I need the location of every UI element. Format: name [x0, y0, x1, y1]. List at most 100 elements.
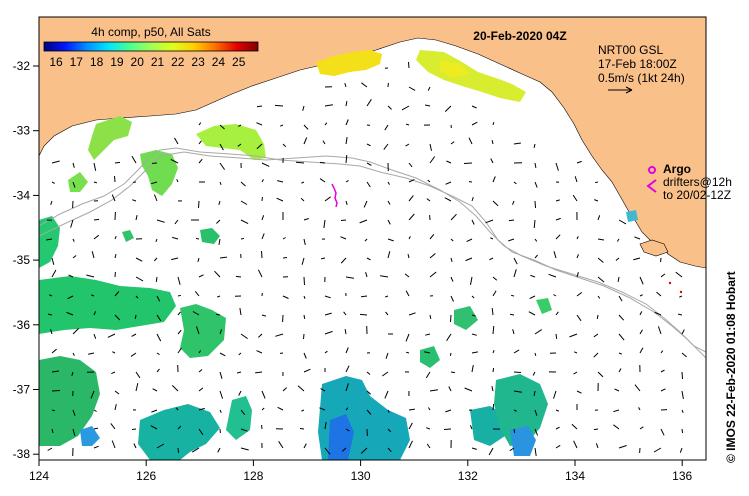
- current-vector: [408, 408, 415, 411]
- current-vector: [303, 333, 305, 340]
- current-vector: [174, 219, 179, 225]
- current-vector: [593, 352, 599, 358]
- current-vector: [471, 365, 474, 373]
- current-vector: [198, 428, 204, 436]
- current-vector: [471, 314, 476, 317]
- current-vector: [471, 447, 477, 450]
- current-vector: [282, 143, 287, 148]
- current-vector: [408, 422, 413, 430]
- current-vector: [363, 200, 368, 208]
- scale-arrow: [608, 86, 633, 94]
- current-vector: [177, 347, 182, 354]
- current-vector: [152, 388, 158, 392]
- current-vector: [597, 295, 601, 299]
- current-vector: [240, 237, 245, 240]
- x-tick-label: 136: [672, 469, 692, 483]
- current-vector: [513, 390, 522, 393]
- current-vector: [508, 238, 515, 242]
- current-vectors: [46, 61, 687, 457]
- current-vector: [151, 181, 158, 185]
- current-vector: [613, 424, 620, 430]
- colorbar-tick-label: 21: [151, 55, 165, 69]
- argo-period: to 20/02-12Z: [663, 188, 731, 202]
- current-vector: [408, 312, 416, 316]
- current-vector: [323, 219, 326, 228]
- current-vector: [387, 238, 394, 242]
- current-vector: [555, 217, 561, 221]
- current-vector: [512, 329, 515, 335]
- current-vector: [654, 311, 662, 316]
- current-vector: [303, 314, 306, 319]
- current-vector: [218, 200, 221, 205]
- current-vector: [489, 257, 494, 261]
- current-vector: [239, 308, 242, 316]
- current-vector: [324, 104, 333, 107]
- current-vector: [195, 237, 200, 240]
- current-vector: [385, 295, 389, 298]
- current-vector: [469, 425, 473, 430]
- current-vector: [345, 407, 349, 411]
- colorbar-title: 4h comp, p50, All Sats: [91, 25, 210, 39]
- current-vector: [135, 276, 144, 282]
- current-vector: [576, 254, 579, 259]
- current-vector: [324, 422, 327, 430]
- current-vector: [319, 161, 326, 164]
- current-vector: [72, 181, 76, 188]
- current-vector: [491, 308, 494, 316]
- island: [639, 239, 669, 257]
- current-vector: [218, 238, 221, 245]
- current-vector: [366, 162, 372, 166]
- x-tick-label: 124: [29, 469, 49, 483]
- colorbar-tick-label: 17: [70, 55, 84, 69]
- current-vector: [150, 425, 158, 430]
- current-vector: [615, 257, 620, 261]
- argo-label: Argo: [663, 162, 691, 176]
- current-vector: [47, 313, 53, 316]
- current-vector: [533, 143, 536, 149]
- current-vector: [492, 403, 495, 411]
- current-vector: [449, 352, 452, 357]
- current-vector: [408, 178, 415, 183]
- current-vector: [153, 194, 158, 202]
- current-vector: [135, 214, 138, 221]
- current-vector: [219, 329, 223, 335]
- current-vector: [110, 423, 116, 430]
- current-vector: [382, 371, 389, 377]
- current-vector: [171, 257, 179, 261]
- timestamp: 20-Feb-2020 04Z: [473, 29, 566, 43]
- current-vector: [238, 352, 242, 356]
- current-vector: [256, 105, 263, 108]
- y-tick-label: -38: [13, 447, 31, 461]
- current-vector: [51, 370, 59, 373]
- current-vector: [256, 143, 263, 150]
- current-vector: [258, 333, 263, 338]
- current-vector: [534, 200, 536, 209]
- current-vector: [492, 350, 495, 354]
- current-vector: [156, 352, 160, 356]
- current-vector: [509, 447, 515, 452]
- current-vector: [51, 409, 56, 412]
- current-vector: [51, 269, 57, 278]
- argo-marker-icon: [648, 166, 656, 174]
- current-vector: [217, 447, 221, 453]
- current-vector: [93, 234, 100, 240]
- current-vector: [282, 257, 288, 259]
- current-vector: [613, 409, 620, 413]
- current-vector: [198, 407, 205, 411]
- plot-frame: [38, 16, 707, 461]
- y-tick-label: -32: [13, 59, 31, 73]
- current-vector: [156, 368, 160, 373]
- current-vector: [219, 409, 222, 413]
- current-vector: [324, 447, 331, 455]
- current-vector: [135, 383, 139, 392]
- current-vector: [450, 295, 454, 302]
- current-vector: [366, 99, 372, 107]
- current-vector: [366, 181, 371, 188]
- current-vector: [653, 447, 662, 453]
- current-vector: [450, 141, 455, 145]
- current-vector: [618, 352, 622, 355]
- current-vector: [344, 83, 347, 88]
- current-vector: [513, 181, 517, 185]
- current-vector: [366, 390, 372, 395]
- current-vector: [639, 276, 644, 285]
